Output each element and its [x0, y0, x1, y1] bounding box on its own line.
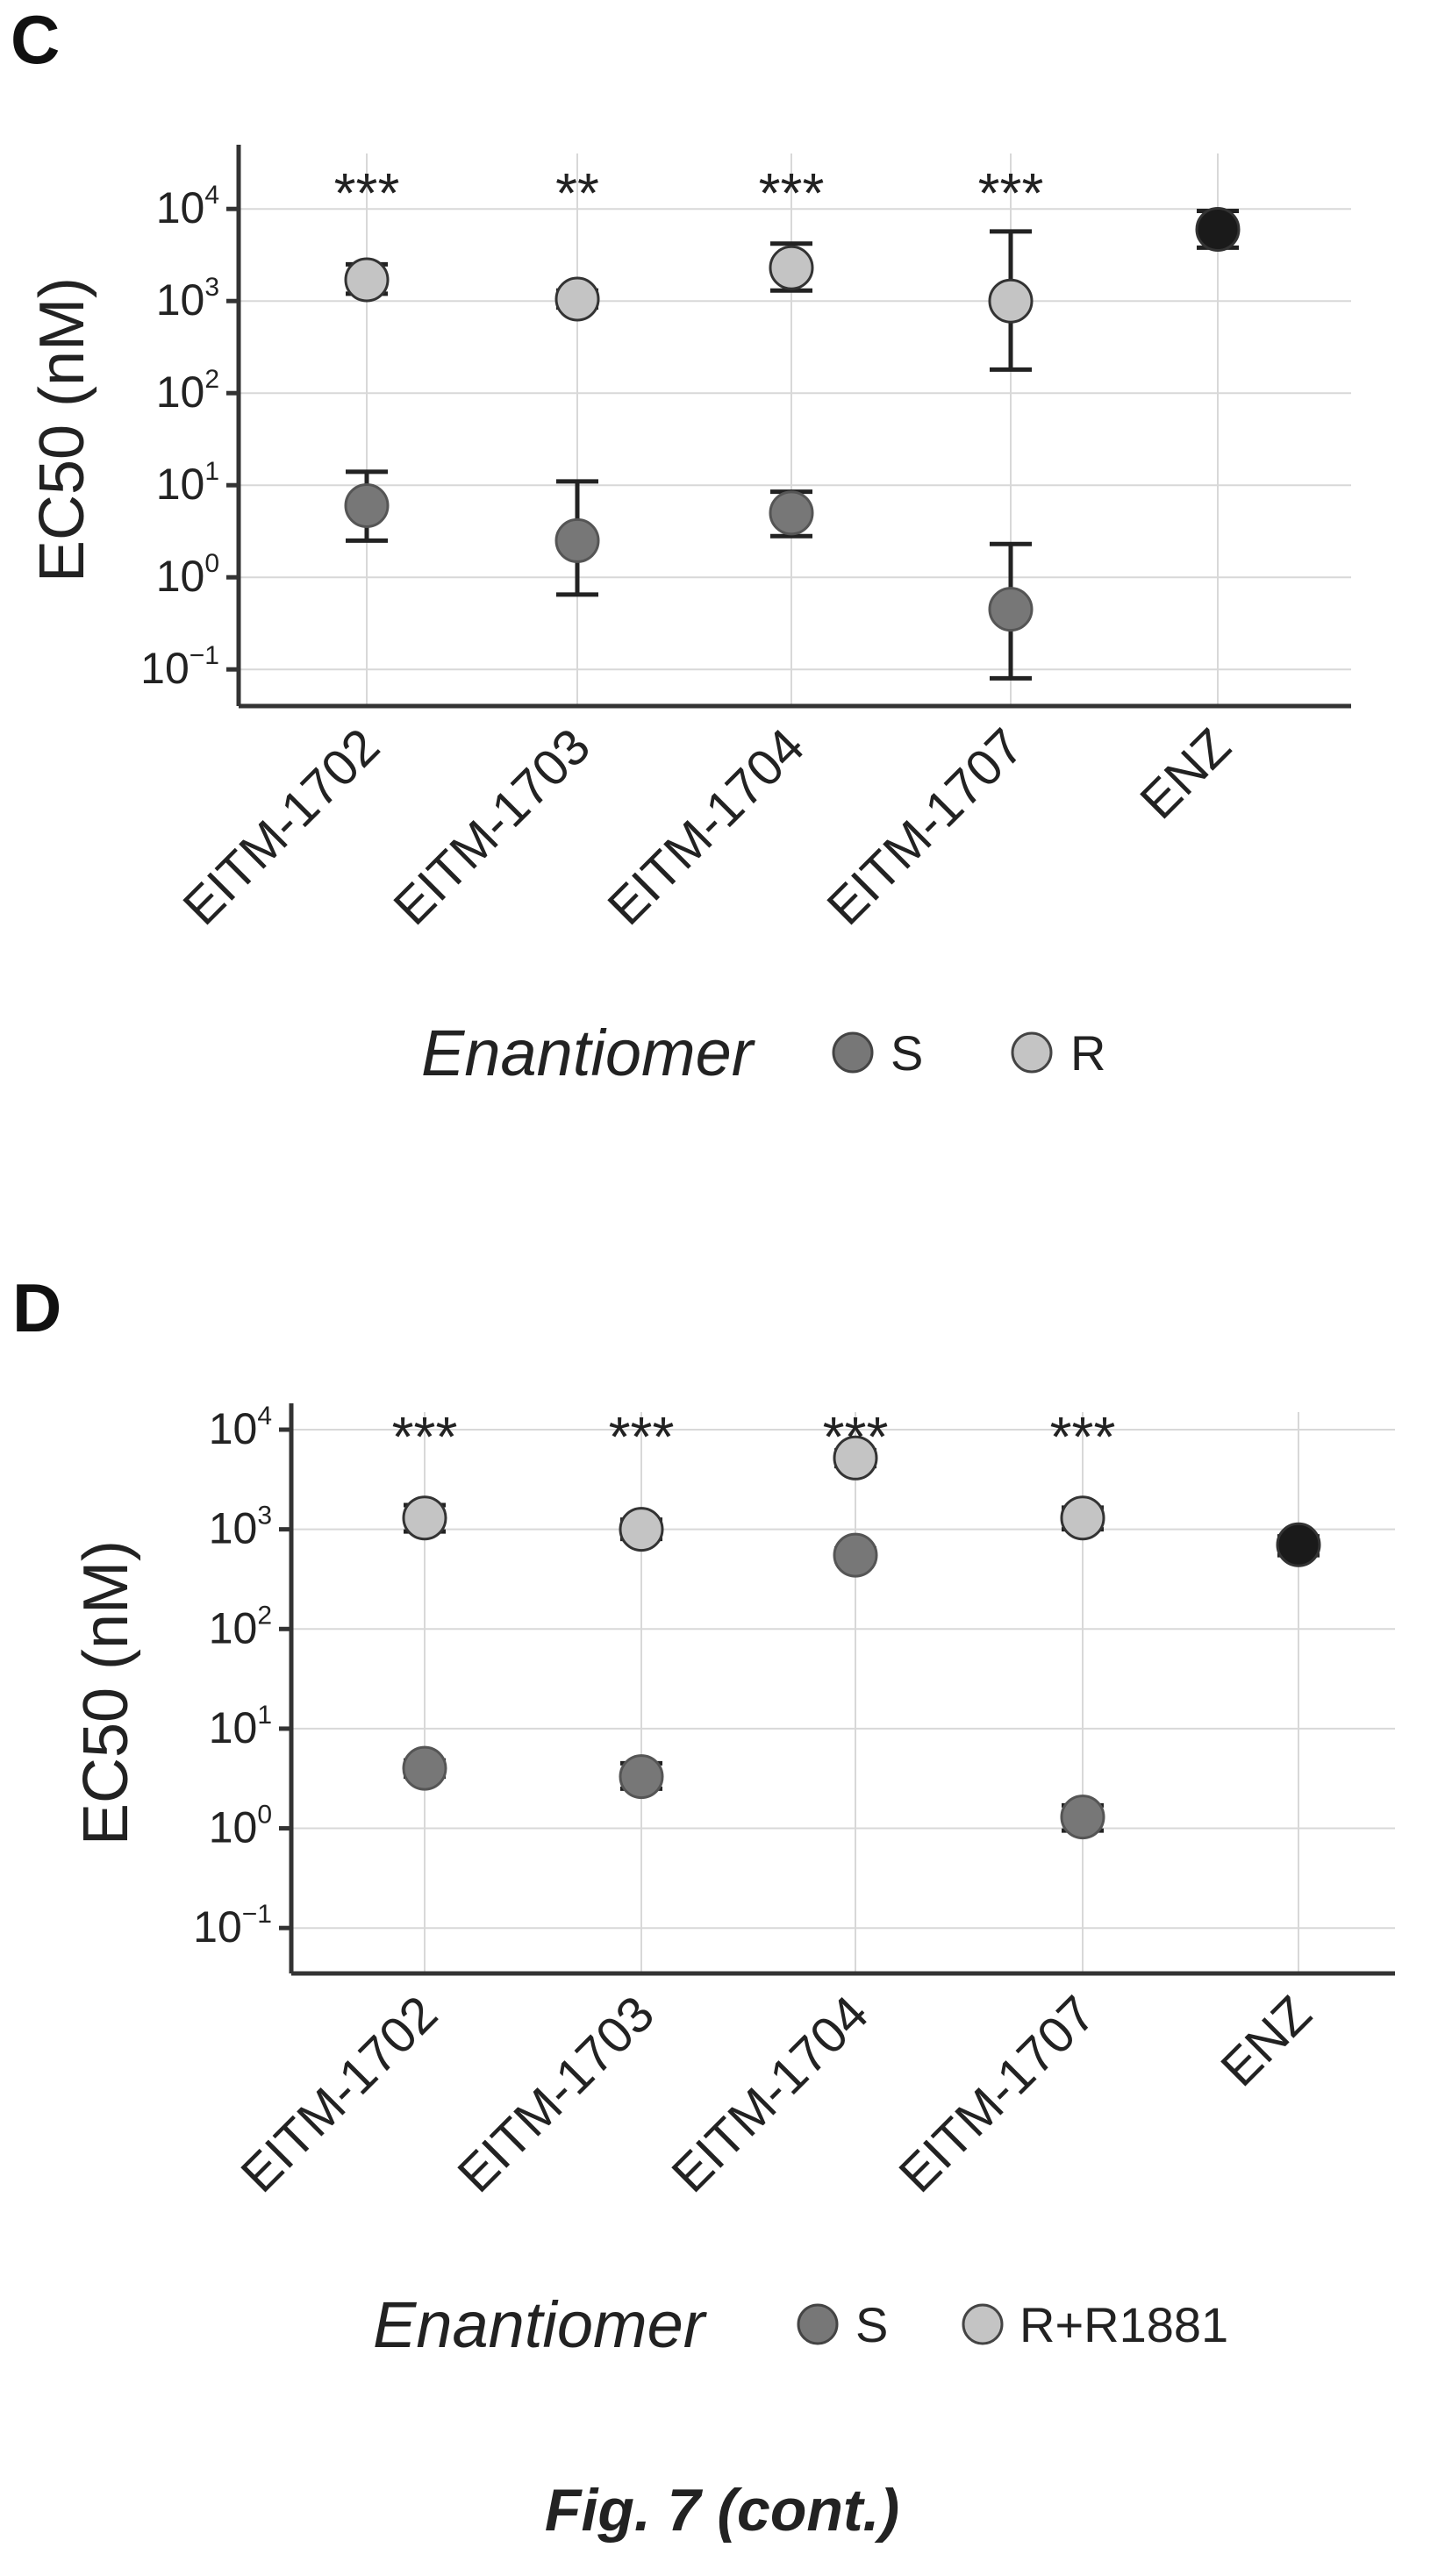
- legend-marker: [962, 2303, 1004, 2345]
- data-point: [619, 1507, 664, 1552]
- data-point: [402, 1745, 447, 1791]
- legend-label: S: [891, 1025, 923, 1081]
- significance-stars: **: [555, 161, 599, 225]
- y-tick-label: 102: [209, 1601, 272, 1652]
- data-point: [988, 278, 1034, 324]
- x-category-label: EITM-1703: [447, 1985, 665, 2203]
- y-tick-label: 103: [209, 1502, 272, 1553]
- y-tick-label: 102: [156, 365, 219, 417]
- legend-marker: [832, 1031, 874, 1074]
- panel-letter: D: [12, 1269, 61, 1346]
- legend-label: S: [855, 2297, 888, 2352]
- panel-letter: C: [11, 1, 60, 78]
- legend-title: Enantiomer: [373, 2288, 708, 2361]
- significance-stars: ***: [823, 1405, 889, 1468]
- y-axis-label: EC50 (nM): [27, 277, 97, 582]
- data-point: [769, 490, 814, 536]
- y-tick-label: 104: [156, 181, 219, 232]
- y-axis-label: EC50 (nM): [71, 1540, 141, 1845]
- data-point: [554, 517, 600, 563]
- data-point: [1060, 1495, 1105, 1541]
- x-category-label: EITM-1703: [383, 717, 601, 936]
- y-tick-label: 100: [156, 549, 219, 601]
- legend-marker: [797, 2303, 839, 2345]
- data-point: [344, 483, 390, 529]
- x-category-label: EITM-1707: [816, 717, 1034, 936]
- significance-stars: ***: [609, 1405, 675, 1468]
- y-tick-label: 104: [209, 1402, 272, 1453]
- data-point: [1276, 1522, 1321, 1567]
- data-point: [1060, 1795, 1105, 1840]
- x-category-label: EITM-1702: [172, 717, 390, 936]
- y-tick-label: 100: [209, 1801, 272, 1852]
- significance-stars: ***: [1050, 1405, 1116, 1468]
- y-tick-label: 103: [156, 273, 219, 325]
- x-category-label: EITM-1704: [597, 717, 815, 936]
- significance-stars: ***: [978, 161, 1044, 225]
- data-point: [619, 1754, 664, 1800]
- x-category-label: EITM-1707: [888, 1985, 1106, 2203]
- y-tick-label: 10−1: [193, 1900, 272, 1952]
- x-category-label: EITM-1704: [661, 1985, 879, 2203]
- significance-stars: ***: [392, 1405, 458, 1468]
- significance-stars: ***: [334, 161, 400, 225]
- y-tick-label: 101: [156, 457, 219, 509]
- legend-label: R+R1881: [1019, 2297, 1228, 2352]
- data-point: [833, 1435, 878, 1481]
- data-point: [833, 1532, 878, 1578]
- legend: Enantiomer S R: [421, 1017, 1105, 1089]
- x-category-label: ENZ: [1129, 717, 1241, 830]
- data-point: [988, 587, 1034, 632]
- y-tick-label: 10−1: [140, 641, 219, 693]
- x-category-label: ENZ: [1210, 1985, 1322, 2097]
- legend: Enantiomer S R+R1881: [373, 2288, 1228, 2361]
- data-point: [554, 276, 600, 322]
- legend-label: R: [1070, 1025, 1105, 1081]
- x-category-label: EITM-1702: [230, 1985, 448, 2203]
- data-point: [1195, 207, 1241, 253]
- legend-marker: [1011, 1031, 1053, 1074]
- data-point: [769, 245, 814, 290]
- data-point: [344, 257, 390, 303]
- significance-stars: ***: [759, 161, 825, 225]
- legend-title: Enantiomer: [421, 1017, 756, 1089]
- data-point: [402, 1495, 447, 1541]
- y-tick-label: 101: [209, 1701, 272, 1752]
- figure-caption: Fig. 7 (cont.): [545, 2477, 899, 2544]
